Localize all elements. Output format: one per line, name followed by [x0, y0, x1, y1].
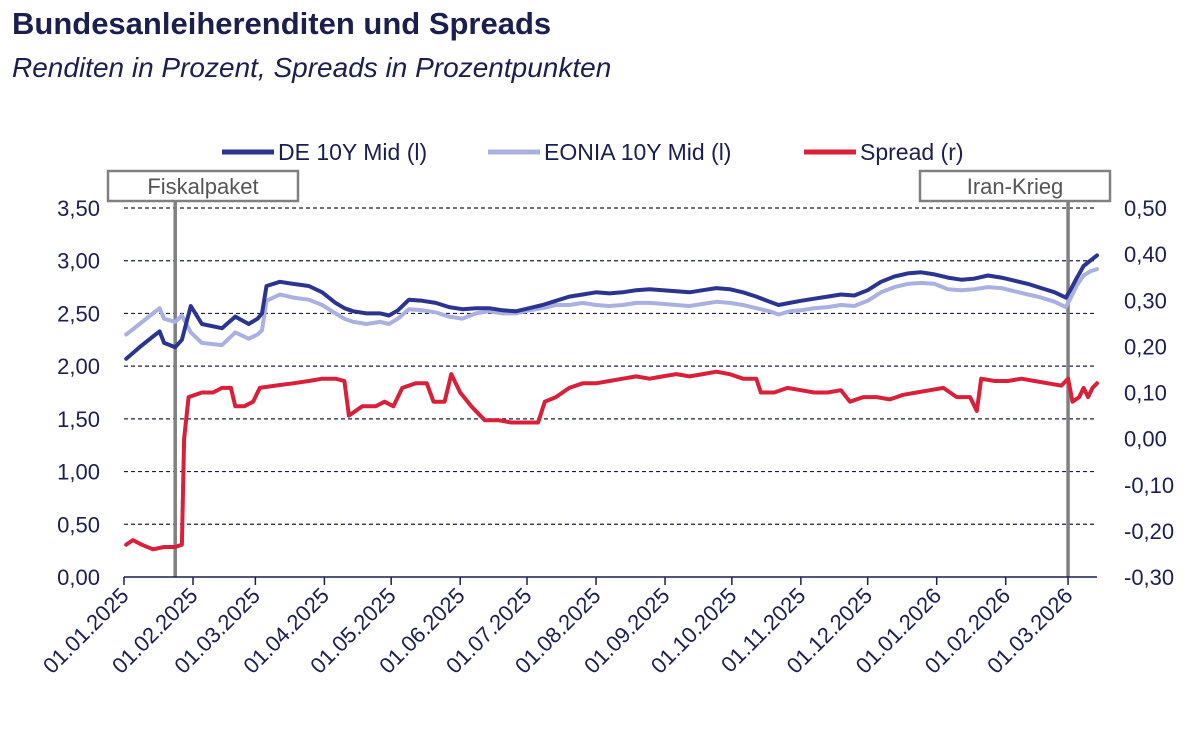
annotation-box: [918, 169, 1112, 203]
series-line-1: [124, 267, 1099, 348]
y-left-tick-label: 1,50: [57, 407, 100, 432]
series-line-2: [124, 369, 1099, 552]
legend-label: EONIA 10Y Mid (l): [544, 139, 731, 165]
chart-subtitle: Renditen in Prozent, Spreads in Prozentp…: [12, 52, 612, 83]
y-right-tick-label: 0,30: [1124, 288, 1167, 313]
chart-title: Bundesanleiherenditen und Spreads: [12, 6, 552, 41]
series-layer: [124, 253, 1099, 552]
legend-label: Spread (r): [860, 139, 964, 165]
y-right-tick-label: 0,40: [1124, 242, 1167, 267]
y-right-tick-label: 0,10: [1124, 381, 1167, 406]
annotation-box: [106, 169, 300, 203]
y-left-tick-label: 2,50: [57, 301, 100, 326]
y-left-tick-label: 3,50: [57, 196, 100, 221]
y-right-tick-label: 0,00: [1124, 427, 1167, 452]
y-right-tick-label: -0,20: [1124, 519, 1174, 544]
y-left-tick-label: 0,50: [57, 512, 100, 537]
y-right-tick-label: 0,50: [1124, 196, 1167, 221]
y-left-tick-label: 3,00: [57, 249, 100, 274]
annotations: Fiskalpaket Iran-Krieg: [106, 169, 1112, 203]
axes: 0,00 0,50 1,00 1,50 2,00 2,50 3,00 3,50 -0,30 -0,…: [38, 196, 1174, 678]
annotation-label: Fiskalpaket: [147, 174, 258, 199]
series-line-0: [124, 253, 1099, 361]
y-right-tick-label: -0,30: [1124, 565, 1174, 590]
grid-lines: [124, 207, 1097, 525]
y-right-tick-label: 0,20: [1124, 334, 1167, 359]
legend: DE 10Y Mid (l) EONIA 10Y Mid (l) Spread (r…: [222, 139, 964, 165]
y-left-tick-label: 1,00: [57, 460, 100, 485]
y-left-tick-label: 2,00: [57, 354, 100, 379]
y-right-tick-label: -0,10: [1124, 473, 1174, 498]
annotation-label: Iran-Krieg: [967, 174, 1064, 199]
y-left-tick-label: 0,00: [57, 565, 100, 590]
legend-label: DE 10Y Mid (l): [278, 139, 427, 165]
